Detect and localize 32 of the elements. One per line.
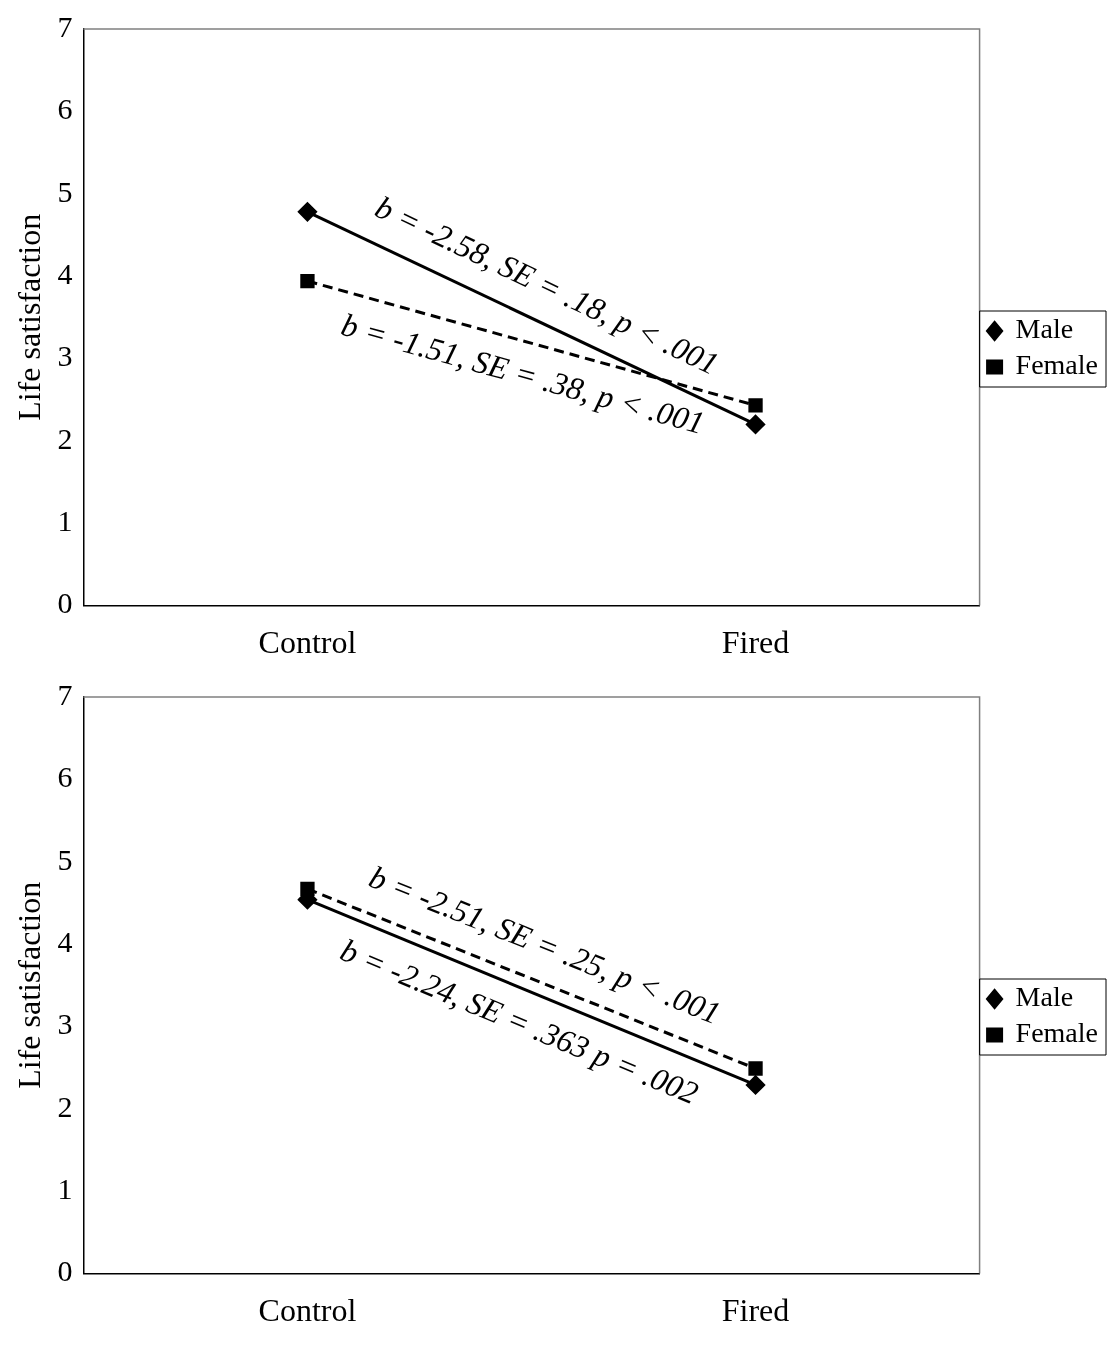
y-tick-label: 7 [57,677,73,711]
point [748,398,763,413]
point [746,1075,766,1095]
y-tick-label: 4 [57,256,73,290]
x-tick-label: Control [258,624,357,661]
y-tick-label: 2 [57,421,73,455]
x-tick-label: Fired [721,624,790,661]
x-tick-label: Control [258,1292,357,1329]
y-tick-label: 0 [57,586,73,620]
legend-label: Female [1015,1017,1099,1049]
y-tick-label: 5 [57,174,73,208]
point [297,202,317,222]
legend-label: Female [1015,349,1099,381]
legend-label: Male [1015,981,1074,1013]
x-tick-label: Fired [721,1292,790,1329]
y-tick-label: 6 [57,92,73,126]
y-tick-label: 3 [57,1007,73,1041]
y-tick-label: 2 [57,1089,73,1123]
legend-label: Male [1015,313,1074,345]
y-tick-label: 4 [57,924,73,958]
y-tick-label: 3 [57,339,73,373]
point [748,1061,763,1076]
y-axis-title: Life satisfaction [10,213,47,421]
y-tick-label: 1 [57,1172,73,1206]
y-tick-label: 5 [57,842,73,876]
y-tick-label: 0 [57,1254,73,1288]
point [746,414,766,434]
y-tick-label: 1 [57,504,73,538]
y-axis-title: Life satisfaction [10,881,47,1089]
point [300,273,315,289]
y-tick-label: 6 [57,760,73,794]
y-tick-label: 7 [57,9,73,43]
